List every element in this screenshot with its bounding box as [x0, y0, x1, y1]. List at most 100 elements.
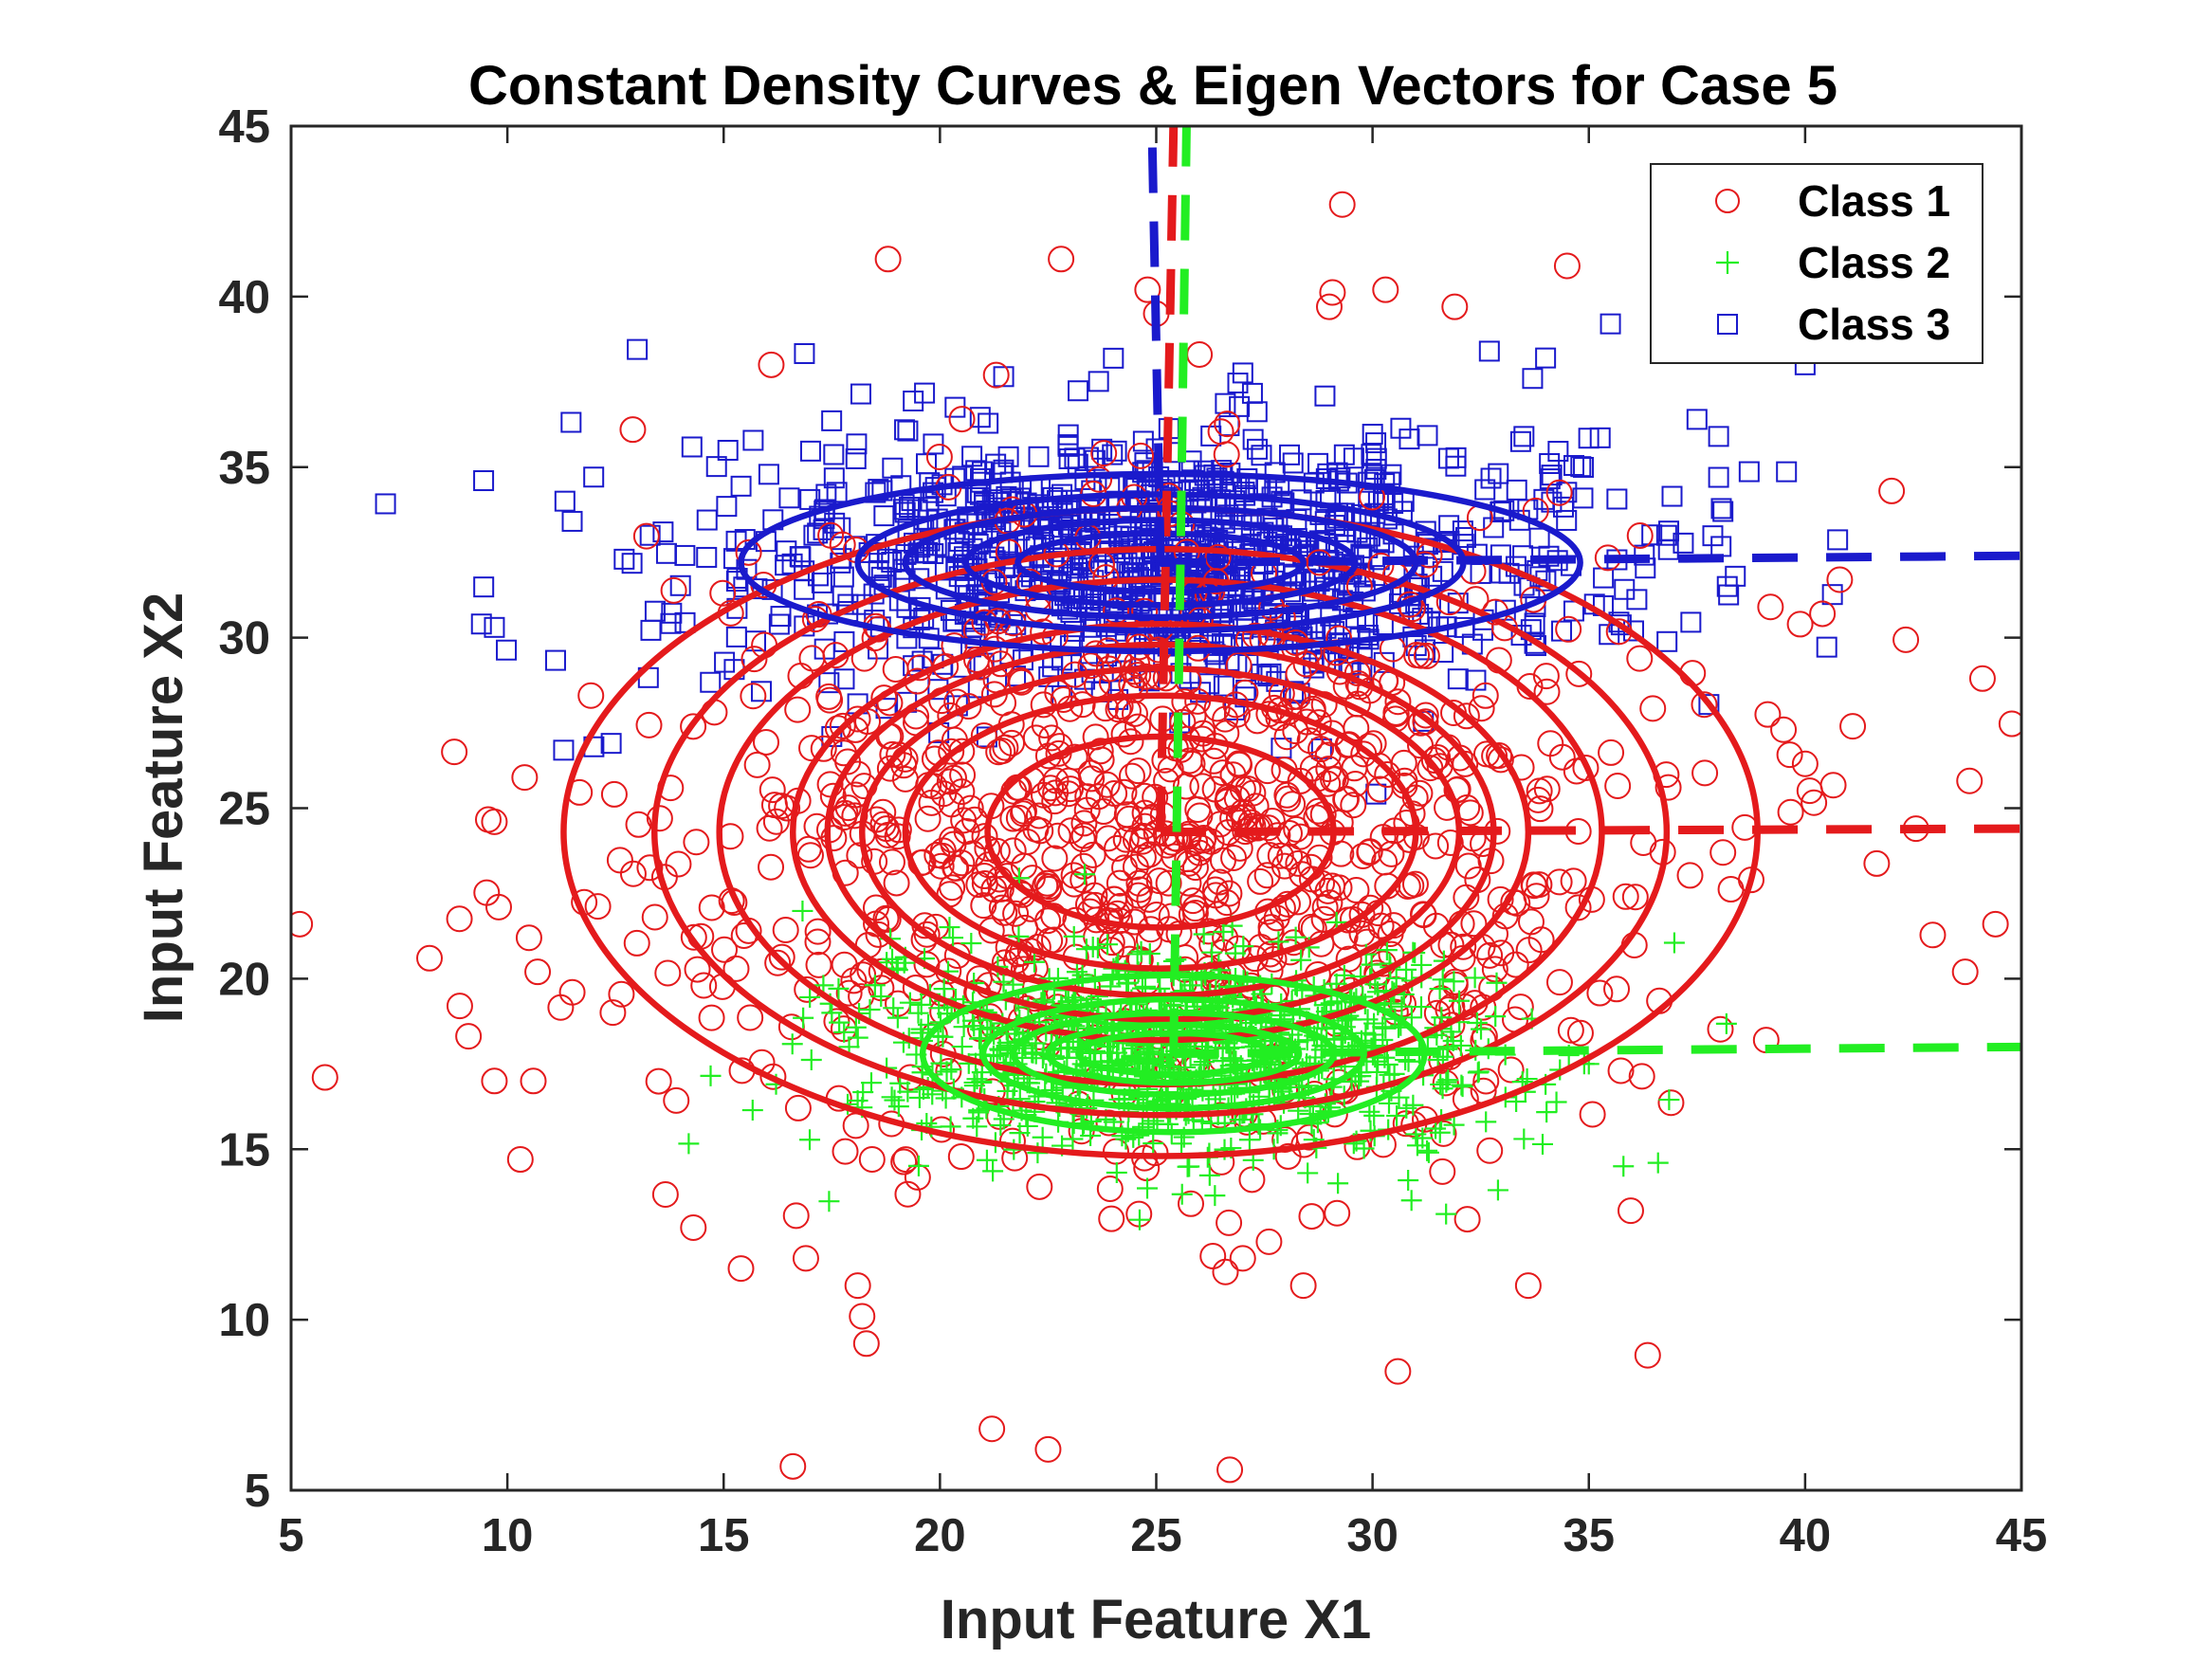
- class-1-point: [1296, 727, 1324, 755]
- class-3-point: [1680, 611, 1702, 633]
- legend: Class 1 Class 2 Class 3: [1650, 163, 1983, 364]
- class-3-point: [845, 447, 867, 469]
- class-2-point: [936, 1061, 958, 1083]
- x-tick-label: 10: [482, 1510, 534, 1561]
- class-3-point: [1506, 479, 1527, 501]
- class-1-point: [645, 1067, 672, 1095]
- class-1-point: [779, 1452, 807, 1480]
- class-2-point: [1410, 996, 1432, 1018]
- class-1-point: [1239, 779, 1267, 807]
- class-3-point: [1483, 517, 1505, 538]
- class-1-point: [1776, 741, 1803, 769]
- class-1-point: [935, 1057, 962, 1085]
- class-1-point: [524, 958, 552, 986]
- class-1-point: [1412, 708, 1439, 736]
- class-1-point: [1341, 755, 1368, 782]
- class-3-point: [1578, 428, 1600, 449]
- class-1-point: [890, 1148, 918, 1176]
- class-2-point: [1361, 954, 1382, 975]
- class-2-point: [833, 1021, 855, 1043]
- y-tick-label: 45: [218, 101, 270, 153]
- class-1-point: [680, 713, 707, 740]
- class-1-point: [1081, 882, 1108, 909]
- class-3-point: [997, 446, 1019, 467]
- class-1-point: [1497, 1056, 1525, 1084]
- class-1-point: [1247, 867, 1274, 895]
- class-1-point: [577, 682, 605, 709]
- class-1-point: [1564, 894, 1592, 921]
- class-2-point: [1233, 936, 1254, 957]
- class-3-point: [850, 383, 871, 405]
- class-1-point: [1311, 894, 1339, 921]
- class-1-point: [885, 816, 912, 844]
- class-1-point: [988, 894, 1015, 921]
- class-2-point: [1437, 1069, 1459, 1091]
- class-3-point: [1201, 564, 1223, 586]
- class-1-point: [1216, 1456, 1244, 1484]
- class-2-point: [1396, 958, 1417, 980]
- class-1-point: [1026, 1173, 1053, 1200]
- class-3-point: [583, 466, 605, 488]
- class-1-point: [1586, 979, 1614, 1007]
- class-1-point: [1273, 781, 1301, 809]
- class-1-point: [948, 778, 976, 806]
- class-3-point: [1478, 340, 1500, 362]
- class-3-point: [1279, 444, 1301, 465]
- class-1-point: [606, 847, 633, 874]
- class-1-point: [1030, 781, 1057, 809]
- class-1-point: [1189, 773, 1216, 800]
- x-axis-ticks: 5 10 15 20 25 30 35 40 45: [278, 126, 2047, 1561]
- class-1-point: [1863, 849, 1891, 877]
- y-tick-label: 15: [218, 1124, 270, 1176]
- class-3-point: [681, 436, 703, 458]
- class-2-point: [1545, 1091, 1567, 1113]
- class-1-point: [1253, 862, 1281, 889]
- class-1-point: [1289, 1272, 1317, 1300]
- class-2-point: [1400, 1007, 1422, 1029]
- class-3-point: [758, 464, 779, 485]
- class-1-point: [1073, 796, 1101, 824]
- legend-label-class-3: Class 3: [1798, 300, 1950, 349]
- class-1-point: [762, 808, 790, 835]
- class-1-point: [1555, 615, 1582, 643]
- x-tick-label: 25: [1130, 1510, 1182, 1561]
- class-1-point: [558, 978, 586, 1006]
- class-3-point: [473, 576, 495, 598]
- class-1-point: [1436, 829, 1464, 856]
- class-1-point: [680, 1213, 707, 1241]
- class-1-point: [1565, 660, 1593, 687]
- class-1-point: [1132, 663, 1160, 690]
- class-1-point: [506, 1146, 534, 1174]
- class-1-point: [1144, 663, 1172, 690]
- class-3-point: [1657, 538, 1679, 560]
- class-2-point: [1032, 1126, 1053, 1148]
- class-1-point: [1657, 1089, 1685, 1117]
- class-1-point: [876, 755, 904, 782]
- class-2-point: [887, 1007, 908, 1029]
- legend-box: [1650, 163, 1983, 364]
- class-2-point: [1327, 1173, 1349, 1194]
- class-1-point: [824, 715, 851, 742]
- y-tick-label: 40: [218, 272, 270, 323]
- class-1-point: [1077, 652, 1105, 680]
- class-2-point: [1400, 1190, 1422, 1212]
- class-1-point: [858, 1145, 886, 1173]
- class-1-point: [1607, 1057, 1635, 1085]
- class-3-point: [669, 574, 691, 596]
- class-1-point: [1134, 276, 1161, 303]
- class-1-point: [1225, 651, 1252, 679]
- class-3-point: [1702, 525, 1724, 547]
- class-3-point: [821, 410, 843, 431]
- class-1-point: [632, 522, 660, 550]
- class-3-point: [644, 600, 666, 622]
- class-1-point: [1113, 801, 1141, 829]
- x-tick-label: 30: [1346, 1510, 1398, 1561]
- class-1-point: [971, 863, 998, 890]
- class-1-point: [759, 776, 786, 804]
- class-3-point: [807, 522, 829, 544]
- class-3-point: [1600, 313, 1621, 335]
- class-2-point: [1242, 1103, 1264, 1125]
- class-2-point: [918, 1014, 940, 1036]
- class-3-point: [751, 681, 773, 702]
- class-1-point: [654, 959, 682, 987]
